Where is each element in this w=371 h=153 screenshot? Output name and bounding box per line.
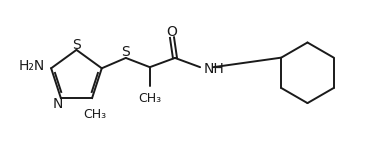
Text: S: S bbox=[121, 45, 130, 59]
Text: N: N bbox=[53, 97, 63, 111]
Text: NH: NH bbox=[204, 62, 224, 76]
Text: H₂N: H₂N bbox=[19, 59, 45, 73]
Text: O: O bbox=[167, 25, 177, 39]
Text: CH₃: CH₃ bbox=[138, 92, 161, 105]
Text: S: S bbox=[72, 38, 81, 52]
Text: CH₃: CH₃ bbox=[83, 108, 106, 121]
